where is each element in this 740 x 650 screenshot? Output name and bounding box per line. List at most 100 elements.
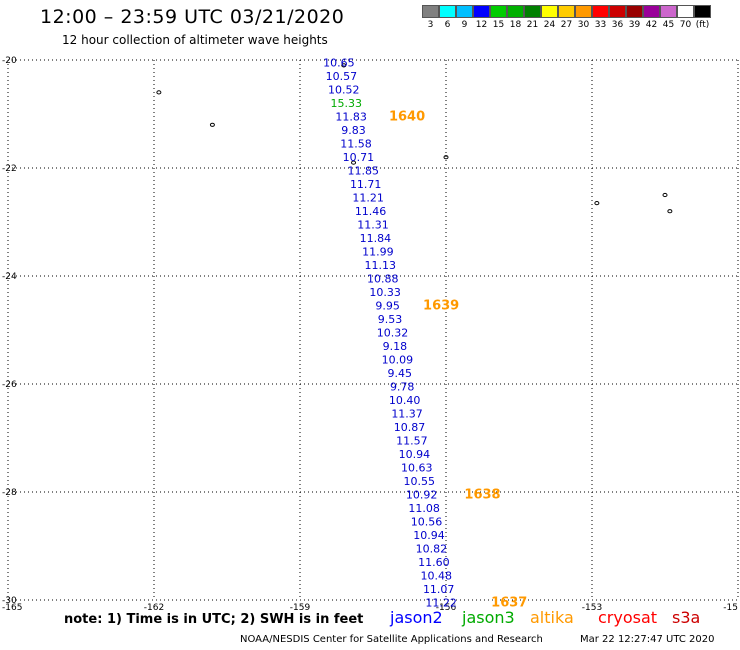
wave-height-label: 9.18 — [383, 340, 408, 353]
color-scale-label: 39 — [628, 20, 641, 30]
wave-height-label: 11.37 — [391, 408, 423, 421]
color-scale-label: 15 — [492, 20, 505, 30]
legend-item-jason2: jason2 — [390, 608, 443, 627]
legend-item-jason3: jason3 — [462, 608, 515, 627]
island-shape — [667, 209, 673, 214]
wave-height-label: 9.53 — [378, 313, 403, 326]
wave-height-label: 11.13 — [365, 259, 397, 272]
color-swatch — [490, 5, 507, 18]
wave-height-label: 10.87 — [394, 421, 426, 434]
wave-height-label: 11.83 — [335, 111, 367, 124]
lat-tick-label: -24 — [2, 272, 17, 282]
wave-height-label: 10.94 — [413, 529, 445, 542]
island-shape — [341, 63, 347, 68]
wave-height-label: 11.08 — [408, 502, 440, 515]
color-scale-swatches — [422, 5, 711, 18]
wave-height-label: 10.56 — [411, 516, 443, 529]
color-scale-label: 24 — [543, 20, 556, 30]
legend-item-s3a: s3a — [672, 608, 701, 627]
lat-tick-label: -20 — [2, 56, 17, 66]
color-swatch — [524, 5, 541, 18]
footer-credit: NOAA/NESDIS Center for Satellite Applica… — [240, 634, 543, 645]
color-swatch — [439, 5, 456, 18]
footer-note: note: 1) Time is in UTC; 2) SWH is in fe… — [64, 612, 364, 627]
wave-height-label: 11.21 — [352, 192, 384, 205]
island-shape — [662, 192, 668, 198]
wave-height-label: 11.99 — [362, 246, 394, 259]
wave-height-label: 11.07 — [423, 583, 455, 596]
color-swatch — [626, 5, 643, 18]
color-swatch — [660, 5, 677, 18]
wave-height-label: 10.82 — [416, 543, 448, 556]
wave-height-label: 11.22 — [425, 597, 457, 610]
lon-tick-label: -159 — [290, 603, 311, 613]
color-scale-label: 33 — [594, 20, 607, 30]
color-scale-label: 12 — [475, 20, 488, 30]
wave-height-label: 11.46 — [355, 205, 387, 218]
color-swatch — [456, 5, 473, 18]
color-swatch — [677, 5, 694, 18]
color-scale-label: 27 — [560, 20, 573, 30]
lat-tick-label: -26 — [2, 380, 17, 390]
lat-tick-label: -28 — [2, 488, 17, 498]
wave-height-label: 9.95 — [375, 300, 400, 313]
color-scale-label: 30 — [577, 20, 590, 30]
lon-tick-label: -162 — [144, 603, 164, 613]
color-scale-legend: 3 6 9 12 15 18 21 24 27 30 33 36 39 42 45 70 (ft) — [422, 5, 711, 30]
legend-item-cryosat: cryosat — [598, 608, 658, 627]
legend-item-altika: altika — [530, 608, 574, 627]
color-swatch — [473, 5, 490, 18]
wave-height-label: 10.48 — [421, 570, 453, 583]
island-shape — [443, 155, 449, 160]
color-swatch — [592, 5, 609, 18]
wave-height-label: 9.78 — [390, 381, 415, 394]
color-scale-label: 70 — [679, 20, 692, 30]
wave-height-label: 11.71 — [350, 178, 382, 191]
color-scale-label: 42 — [645, 20, 658, 30]
footer-timestamp: Mar 22 12:27:47 UTC 2020 — [580, 634, 715, 645]
wave-height-label: 9.45 — [388, 367, 413, 380]
wave-height-label: 10.52 — [328, 84, 360, 97]
lat-tick-label: -30 — [2, 596, 17, 606]
lon-tick-label: -156 — [436, 603, 457, 613]
color-scale-label: 45 — [662, 20, 675, 30]
wave-height-label: 11.84 — [360, 232, 392, 245]
wave-height-label: 10.63 — [401, 462, 433, 475]
wave-height-label: 11.60 — [418, 556, 450, 569]
wave-height-label: 10.57 — [326, 70, 358, 83]
color-swatch — [643, 5, 660, 18]
color-swatch — [694, 5, 711, 18]
color-scale-label: (ft) — [695, 20, 710, 30]
wave-height-label: 10.71 — [343, 151, 375, 164]
wave-height-label: 10.88 — [367, 273, 399, 286]
wave-height-label: 10.65 — [323, 57, 355, 70]
lat-tick-label: -22 — [2, 164, 17, 174]
lon-tick-label: -153 — [582, 603, 602, 613]
wave-height-label: 11.57 — [396, 435, 428, 448]
color-scale-label: 18 — [509, 20, 522, 30]
island-shape — [351, 160, 357, 165]
island-shape — [209, 122, 215, 127]
wave-height-label: 15.33 — [330, 97, 362, 110]
wave-height-label: 10.55 — [403, 475, 435, 488]
lon-tick-label: -165 — [2, 603, 22, 613]
wave-height-label: 10.94 — [399, 448, 431, 461]
color-scale-label: 3 — [427, 20, 434, 30]
color-swatch — [541, 5, 558, 18]
color-swatch — [507, 5, 524, 18]
wave-height-label: 10.09 — [382, 354, 414, 367]
wave-height-label: 11.85 — [348, 165, 380, 178]
color-swatch — [558, 5, 575, 18]
island-shape — [594, 201, 600, 206]
color-swatch — [422, 5, 439, 18]
lon-tick-label: -15 — [723, 603, 738, 613]
color-scale-labels: 3 6 9 12 15 18 21 24 27 30 33 36 39 42 45 70 (ft) — [422, 20, 711, 30]
color-swatch — [575, 5, 592, 18]
color-scale-label: 9 — [461, 20, 468, 30]
wave-height-label: 9.83 — [341, 124, 366, 137]
color-swatch — [609, 5, 626, 18]
color-scale-label: 21 — [526, 20, 539, 30]
island-shape — [156, 90, 162, 95]
pass-time-label: 1637 — [491, 596, 527, 611]
